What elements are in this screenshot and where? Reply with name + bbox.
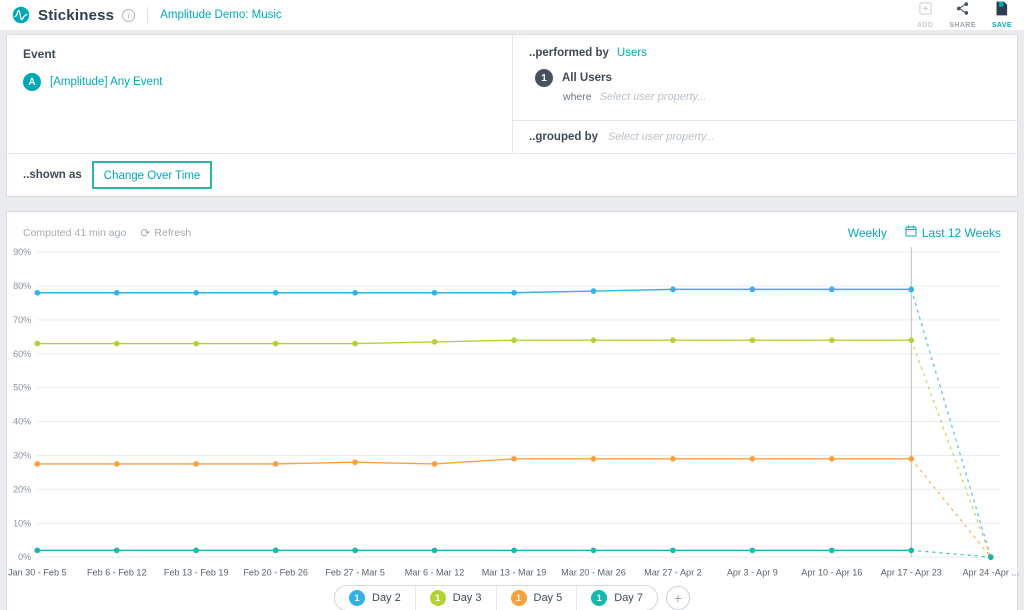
page-title: Stickiness	[38, 6, 115, 24]
event-section-label: Event	[23, 47, 56, 61]
legend-item-day-3[interactable]: 1 Day 3	[414, 586, 496, 610]
legend-series-group: 1 Day 2 1 Day 3 1 Day 5 1 Day 7	[334, 585, 658, 610]
segment-name[interactable]: All Users	[562, 72, 612, 84]
series-marker-icon: 1	[429, 590, 446, 607]
save-label: SAVE	[991, 22, 1012, 29]
event-badge: A	[23, 73, 41, 91]
add-icon	[918, 1, 933, 21]
legend-label: Day 2	[372, 592, 401, 605]
svg-text:Mar 20 - Mar 26: Mar 20 - Mar 26	[561, 567, 626, 577]
svg-text:Feb 27 - Mar 5: Feb 27 - Mar 5	[325, 567, 385, 577]
svg-text:30%: 30%	[13, 450, 31, 460]
save-icon	[995, 1, 1008, 21]
svg-text:0%: 0%	[18, 552, 31, 562]
svg-text:50%: 50%	[13, 383, 31, 393]
svg-text:90%: 90%	[13, 247, 31, 257]
svg-text:Apr 17 - Apr 23: Apr 17 - Apr 23	[881, 567, 942, 577]
breadcrumb-project-link[interactable]: Amplitude Demo: Music	[160, 9, 282, 21]
svg-text:Feb 13 - Feb 19: Feb 13 - Feb 19	[164, 567, 229, 577]
share-button[interactable]: SHARE	[949, 1, 976, 29]
where-property-input[interactable]: Select user property...	[599, 91, 707, 103]
svg-text:Mar 27 - Apr 2: Mar 27 - Apr 2	[644, 567, 702, 577]
grouped-by-label: ..grouped by	[529, 131, 598, 143]
add-series-button[interactable]: +	[666, 586, 690, 610]
share-icon	[955, 1, 970, 21]
svg-text:Mar 6 - Mar 12: Mar 6 - Mar 12	[405, 567, 465, 577]
svg-text:80%: 80%	[13, 281, 31, 291]
where-label: where	[563, 91, 592, 103]
event-name-link[interactable]: [Amplitude] Any Event	[50, 76, 163, 88]
svg-text:Feb 6 - Feb 12: Feb 6 - Feb 12	[87, 567, 147, 577]
calendar-icon	[905, 225, 917, 240]
svg-text:10%: 10%	[13, 518, 31, 528]
chart-panel: Computed 41 min ago ⟳ Refresh Weekly Las…	[6, 211, 1019, 610]
legend-label: Day 5	[533, 592, 563, 605]
legend-label: Day 3	[452, 592, 482, 605]
top-bar: Stickiness i Amplitude Demo: Music ADD S…	[0, 0, 1024, 30]
svg-text:Apr 3 - Apr 9: Apr 3 - Apr 9	[727, 567, 778, 577]
shown-as-label: ..shown as	[23, 169, 82, 181]
legend-item-day-5[interactable]: 1 Day 5	[495, 586, 577, 610]
query-builder-panel: Event A [Amplitude] Any Event ..performe…	[6, 34, 1018, 197]
legend-label: Day 7	[614, 592, 643, 605]
save-button[interactable]: SAVE	[992, 1, 1012, 29]
series-marker-icon: 1	[591, 590, 608, 607]
refresh-button[interactable]: ⟳ Refresh	[140, 225, 192, 240]
shown-as-selector[interactable]: Change Over Time	[91, 161, 213, 189]
amplitude-logo-icon	[12, 6, 30, 24]
add-label: ADD	[916, 22, 934, 29]
chart-legend: 1 Day 2 1 Day 3 1 Day 5 1 Day 7 +	[7, 583, 1017, 610]
date-range-selector[interactable]: Last 12 Weeks	[905, 225, 1001, 240]
svg-text:Jan 30 - Feb 5: Jan 30 - Feb 5	[8, 567, 67, 577]
grouped-by-property-input[interactable]: Select user property...	[608, 131, 715, 143]
series-marker-icon: 1	[349, 590, 365, 607]
svg-text:20%: 20%	[13, 484, 31, 494]
refresh-icon: ⟳	[140, 225, 151, 240]
performed-by-label: ..performed by	[529, 47, 609, 59]
segment-badge: 1	[535, 69, 553, 87]
shown-as-value: Change Over Time	[103, 170, 201, 182]
svg-text:Apr 24 -Apr ...: Apr 24 -Apr ...	[962, 567, 1019, 577]
event-section: Event A [Amplitude] Any Event	[7, 35, 512, 153]
svg-text:Feb 20 - Feb 26: Feb 20 - Feb 26	[243, 567, 308, 577]
svg-text:60%: 60%	[13, 349, 31, 359]
info-icon[interactable]: i	[122, 8, 136, 22]
top-bar-left: Stickiness i Amplitude Demo: Music	[12, 6, 282, 24]
share-label: SHARE	[949, 22, 976, 29]
interval-selector[interactable]: Weekly	[847, 225, 887, 240]
svg-text:70%: 70%	[13, 315, 31, 325]
legend-item-day-7[interactable]: 1 Day 7	[576, 586, 657, 610]
stickiness-line-chart[interactable]: 0% 10% 20% 30% 40% 50% 60% 70% 80% 90% Jan 30 - Fe…	[7, 242, 1019, 583]
top-bar-actions: ADD SHARE SAVE	[917, 1, 1012, 29]
add-to-dashboard-button[interactable]: ADD	[917, 1, 933, 29]
event-row[interactable]: A [Amplitude] Any Event	[23, 73, 496, 91]
legend-item-day-2[interactable]: 1 Day 2	[335, 586, 415, 610]
svg-text:40%: 40%	[13, 417, 31, 427]
svg-text:Mar 13 - Mar 19: Mar 13 - Mar 19	[482, 567, 547, 577]
divider	[147, 7, 149, 23]
svg-text:Apr 10 - Apr 16: Apr 10 - Apr 16	[801, 567, 862, 577]
segmentation-section: ..performed by Users 1 All Users where S…	[512, 35, 1017, 153]
computed-timestamp: Computed 41 min ago	[23, 226, 127, 239]
series-marker-icon: 1	[510, 590, 527, 607]
performed-by-selector[interactable]: Users	[616, 47, 647, 59]
